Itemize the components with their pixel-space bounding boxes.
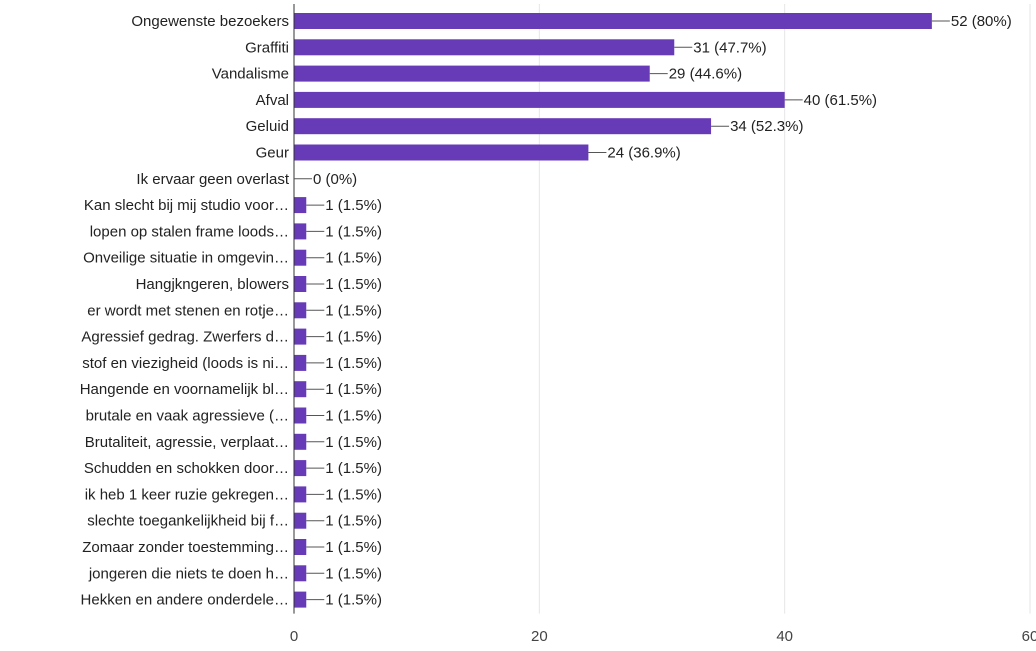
bar — [294, 381, 307, 398]
value-label: 1 (1.5%) — [325, 460, 382, 477]
category-label: er wordt met stenen en rotje… — [87, 302, 289, 319]
category-label: jongeren die niets te doen h… — [88, 565, 289, 582]
value-label: 1 (1.5%) — [325, 408, 382, 425]
value-label: 1 (1.5%) — [325, 302, 382, 319]
bar — [294, 328, 307, 345]
bar — [294, 91, 785, 108]
category-label: Kan slecht bij mij studio voor… — [84, 197, 289, 214]
category-label: Geur — [256, 145, 289, 162]
category-label: Afval — [256, 92, 289, 109]
category-label: Zomaar zonder toestemming… — [82, 539, 289, 556]
x-tick-label: 0 — [290, 628, 298, 645]
value-label: 1 (1.5%) — [325, 513, 382, 530]
value-label: 40 (61.5%) — [804, 92, 877, 109]
value-label: 0 (0%) — [313, 171, 357, 188]
bar — [294, 276, 307, 292]
category-label: Schudden en schokken door… — [84, 460, 289, 477]
bar — [294, 565, 307, 582]
value-label: 1 (1.5%) — [325, 381, 382, 398]
value-label: 31 (47.7%) — [693, 39, 766, 56]
category-label: Graffiti — [245, 39, 289, 56]
bar — [294, 144, 589, 161]
bar — [294, 539, 307, 555]
bar — [294, 460, 307, 477]
value-label: 1 (1.5%) — [325, 355, 382, 372]
category-label: Hangende en voornamelijk bl… — [80, 381, 289, 398]
value-label: 1 (1.5%) — [325, 434, 382, 451]
category-label: brutale en vaak agressieve (… — [86, 408, 289, 425]
value-label: 1 (1.5%) — [325, 250, 382, 267]
x-tick-label: 20 — [531, 628, 548, 645]
bar — [294, 407, 307, 424]
bar — [294, 512, 307, 529]
bar — [294, 354, 307, 371]
bar — [294, 39, 675, 56]
value-label: 1 (1.5%) — [325, 223, 382, 240]
category-label: lopen op stalen frame loods… — [90, 223, 289, 240]
category-label: Agressief gedrag. Zwerfers d… — [81, 329, 289, 346]
value-label: 29 (44.6%) — [669, 66, 742, 83]
value-label: 24 (36.9%) — [607, 145, 680, 162]
value-label: 1 (1.5%) — [325, 197, 382, 214]
bar — [294, 65, 650, 82]
bar-layer — [294, 13, 932, 608]
category-label: slechte toegankelijkheid bij f… — [87, 513, 289, 530]
value-label: 52 (80%) — [951, 13, 1012, 30]
category-label: Ik ervaar geen overlast — [136, 171, 289, 188]
value-label: 1 (1.5%) — [325, 329, 382, 346]
x-tick-label: 60 — [1022, 628, 1036, 645]
value-label: 1 (1.5%) — [325, 592, 382, 609]
x-tick-label: 40 — [776, 628, 793, 645]
bar — [294, 118, 712, 135]
bar — [294, 486, 307, 503]
value-label: 1 (1.5%) — [325, 539, 382, 556]
category-label: Vandalisme — [212, 66, 289, 83]
bar — [294, 249, 307, 266]
bar — [294, 197, 307, 214]
bar — [294, 302, 307, 319]
value-label: 34 (52.3%) — [730, 118, 803, 135]
value-label: 1 (1.5%) — [325, 565, 382, 582]
category-label: Hekken en andere onderdele… — [81, 592, 289, 609]
category-label: Ongewenste bezoekers — [131, 13, 289, 30]
category-label: Hangjkngeren, blowers — [136, 276, 289, 293]
value-label: 1 (1.5%) — [325, 276, 382, 293]
category-label: Geluid — [246, 118, 289, 135]
category-label: Onveilige situatie in omgevin… — [83, 250, 289, 267]
category-label: stof en viezigheid (loods is ni… — [82, 355, 289, 372]
category-label: Brutaliteit, agressie, verplaat… — [85, 434, 289, 451]
bar — [294, 223, 307, 240]
bar — [294, 13, 932, 29]
category-label: ik heb 1 keer ruzie gekregen… — [85, 486, 289, 503]
axis-layer: 0 20 40 60 — [290, 4, 1036, 645]
bar — [294, 433, 307, 450]
label-layer: Ongewenste bezoekers 52 (80%) Graffiti 31 (… — [80, 13, 1012, 609]
bar — [294, 591, 307, 608]
value-label: 1 (1.5%) — [325, 486, 382, 503]
